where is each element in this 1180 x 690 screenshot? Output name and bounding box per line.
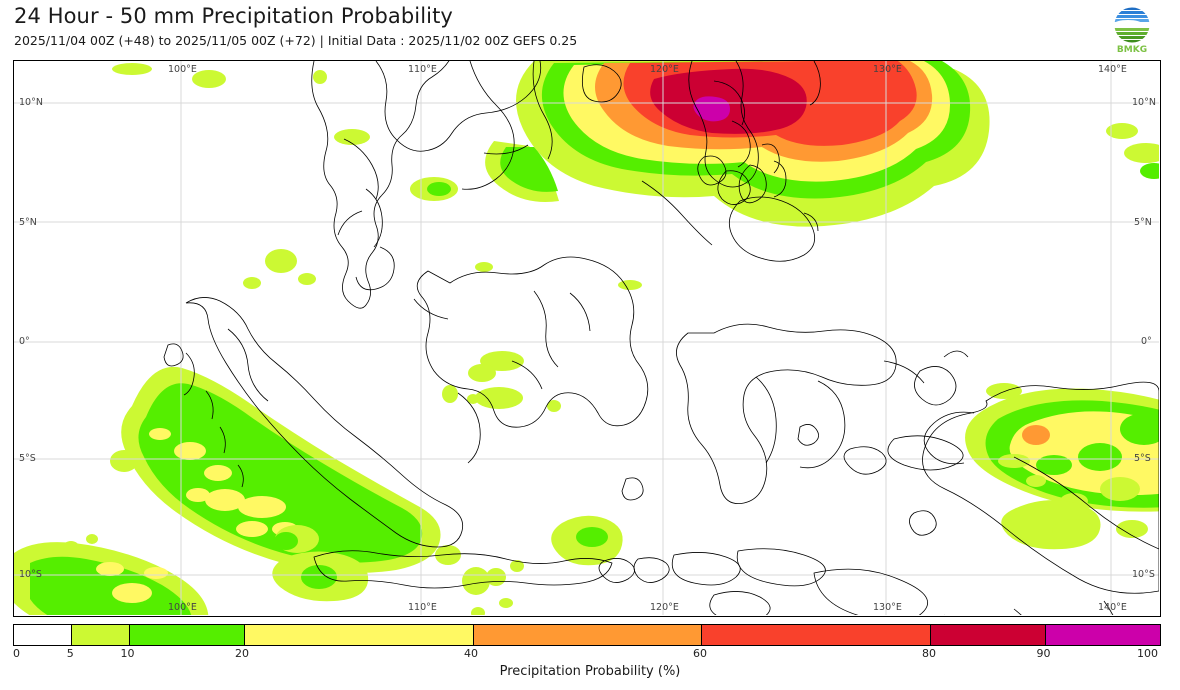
- lat-label-right-5n: 5°N: [1134, 217, 1152, 228]
- contour-io-10: [30, 556, 192, 615]
- page-title: 24 Hour - 50 mm Precipitation Probabilit…: [14, 4, 453, 28]
- colorbar-tick-100: 100: [1137, 647, 1158, 660]
- precipitation-map: [14, 61, 1159, 615]
- colorbar-segment-90-100: [1045, 625, 1161, 645]
- lat-label-right-0: 0°: [1141, 336, 1152, 347]
- colorbar-segment-20-40: [243, 625, 473, 645]
- lon-label-top-110e: 110°E: [408, 64, 437, 75]
- colorbar-tick-10: 10: [120, 647, 135, 660]
- lon-label-top-120e: 120°E: [650, 64, 679, 75]
- lat-label-left-5s: 5°S: [19, 453, 36, 464]
- lat-label-right-10n: 10°N: [1132, 97, 1156, 108]
- bmkg-logo-text: BMKG: [1117, 45, 1147, 54]
- lat-label-left-10s: 10°S: [19, 569, 42, 580]
- bmkg-logo: BMKG: [1108, 4, 1156, 55]
- colorbar-tick-5: 5: [66, 647, 74, 660]
- coastlines: [163, 61, 1159, 615]
- colorbar-tick-90: 90: [1036, 647, 1051, 660]
- lon-label-top-140e: 140°E: [1098, 64, 1127, 75]
- colorbar-tick-60: 60: [693, 647, 707, 660]
- colorbar-tick-0: 0: [13, 647, 20, 660]
- lat-label-left-5n: 5°N: [19, 217, 37, 228]
- page-subtitle: 2025/11/04 00Z (+48) to 2025/11/05 00Z (…: [14, 33, 578, 48]
- lon-label-top-100e: 100°E: [168, 64, 197, 75]
- lon-label-bottom-130e: 130°E: [873, 602, 902, 613]
- colorbar-title: Precipitation Probability (%): [499, 664, 681, 679]
- lat-label-right-5s: 5°S: [1134, 453, 1151, 464]
- lat-label-left-10n: 10°N: [19, 97, 43, 108]
- colorbar-segment-80-90: [930, 625, 1046, 645]
- graticule: [14, 61, 1159, 615]
- map-canvas[interactable]: [13, 60, 1161, 617]
- lon-label-bottom-120e: 120°E: [650, 602, 679, 613]
- colorbar[interactable]: [13, 624, 1161, 646]
- contour-sumatra-10: [138, 383, 423, 563]
- colorbar-tick-20: 20: [235, 647, 249, 660]
- lon-label-bottom-100e: 100°E: [168, 602, 197, 613]
- colorbar-segment-60-80: [701, 625, 931, 645]
- contour-papua-40: [1022, 425, 1050, 445]
- probability-contours: [14, 61, 1159, 615]
- colorbar-segment-5-10: [70, 625, 129, 645]
- lon-label-top-130e: 130°E: [873, 64, 902, 75]
- lat-label-left-0: 0°: [19, 336, 30, 347]
- colorbar-ticks: 0 5 10 20 40 60 80 90 100: [13, 647, 1161, 661]
- colorbar-tick-80: 80: [922, 647, 936, 660]
- colorbar-tick-40: 40: [464, 647, 478, 660]
- colorbar-segment-0-5: [14, 625, 71, 645]
- lon-label-bottom-110e: 110°E: [408, 602, 437, 613]
- colorbar-segment-10-20: [128, 625, 244, 645]
- colorbar-segment-40-60: [472, 625, 702, 645]
- bmkg-logo-icon: BMKG: [1113, 6, 1151, 55]
- lon-label-bottom-140e: 140°E: [1098, 602, 1127, 613]
- lat-label-right-10s: 10°S: [1132, 569, 1155, 580]
